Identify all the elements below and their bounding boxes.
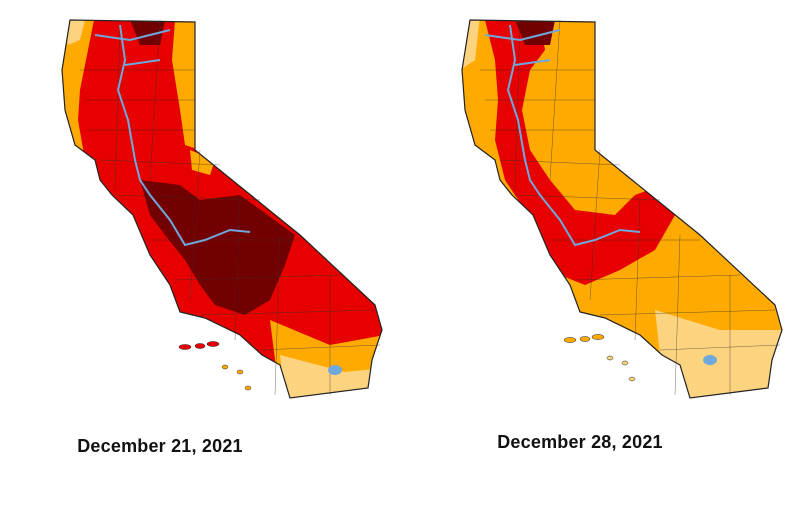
exceptional-drought-central [140, 180, 295, 315]
moderate-drought-northwest [462, 20, 480, 70]
map-date-label: December 21, 2021 [77, 436, 243, 456]
channel-islands [563, 334, 636, 382]
map-date-label: December 28, 2021 [497, 432, 663, 452]
california-drought-map-dec-28 [461, 19, 783, 399]
drought-map-panel-dec-21: December 21, 2021 [61, 19, 383, 456]
state-outline [61, 19, 383, 399]
county-borders [80, 19, 381, 396]
salton-sea [328, 365, 342, 375]
salton-sea [703, 355, 717, 365]
california-drought-map-dec-21 [61, 19, 383, 399]
severe-drought-sierra [190, 150, 215, 175]
severe-drought-north-coast [62, 20, 95, 170]
rivers [94, 24, 251, 247]
county-borders [480, 19, 781, 396]
rivers [484, 24, 641, 247]
severe-drought-northeast [172, 20, 200, 150]
channel-islands [178, 341, 252, 391]
drought-map-panel-dec-28: December 28, 2021 [400, 0, 800, 511]
state-outline [461, 19, 783, 399]
moderate-drought-south [655, 310, 782, 398]
